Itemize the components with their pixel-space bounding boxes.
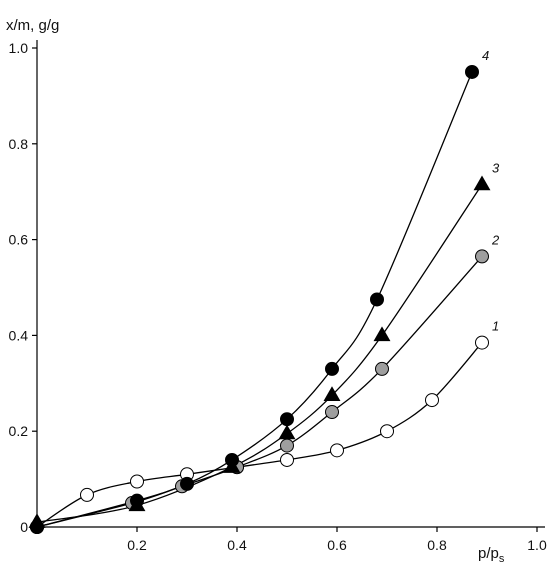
x-axis-label: p/ps bbox=[478, 545, 505, 565]
y-tick-label: 0.8 bbox=[9, 136, 29, 152]
series-labels: 1 2 3 4 bbox=[482, 48, 500, 334]
series-2-point bbox=[475, 249, 489, 264]
series-1-label: 1 bbox=[492, 319, 499, 334]
series-4-point bbox=[30, 520, 44, 534]
series-4-point bbox=[370, 292, 384, 307]
y-tick-label: 1.0 bbox=[9, 40, 29, 56]
x-axis-label-subscript: s bbox=[499, 553, 505, 565]
series-4-point bbox=[325, 361, 339, 376]
y-tick-label: 0.6 bbox=[9, 232, 29, 248]
x-tick-label: 0.2 bbox=[127, 537, 147, 553]
series-1-point bbox=[80, 487, 94, 502]
series-1-point bbox=[380, 424, 394, 439]
y-tick-label: 0 bbox=[20, 519, 28, 535]
y-tick-label: 0.4 bbox=[9, 327, 29, 343]
series-1-point bbox=[330, 443, 344, 458]
series-3-point bbox=[373, 326, 391, 342]
fit-curves bbox=[36, 71, 483, 528]
series-4-point bbox=[280, 412, 294, 427]
series-1-point bbox=[280, 452, 294, 467]
series-3-label: 3 bbox=[492, 161, 500, 176]
series-4-label: 4 bbox=[482, 48, 489, 63]
data-markers bbox=[28, 64, 491, 534]
series-4-point bbox=[130, 493, 144, 508]
series-3-curve bbox=[36, 184, 483, 523]
series-2-point bbox=[280, 438, 294, 453]
series-2-curve bbox=[36, 255, 483, 528]
x-axis-label-main: p/p bbox=[478, 545, 499, 562]
series-1-curve bbox=[36, 342, 483, 528]
series-4-point bbox=[225, 452, 239, 467]
x-tick-label: 0.6 bbox=[327, 537, 347, 553]
x-tick-label: 1.0 bbox=[527, 537, 547, 553]
ticks: 0 0.2 0.4 0.6 0.8 1.0 0.2 0.4 0.6 0.8 1.0 bbox=[9, 40, 547, 553]
series-2-point bbox=[325, 405, 339, 420]
series-4-point bbox=[465, 64, 479, 79]
axes bbox=[36, 40, 545, 528]
series-3-point bbox=[278, 424, 296, 440]
series-3-point bbox=[323, 386, 341, 401]
y-tick-label: 0.2 bbox=[9, 423, 29, 439]
series-1-point bbox=[475, 335, 489, 350]
series-4-point bbox=[180, 476, 194, 491]
y-axis-label: x/m, g/g bbox=[6, 17, 59, 34]
series-1-point bbox=[130, 474, 144, 489]
series-2-label: 2 bbox=[491, 232, 500, 247]
series-2-point bbox=[375, 361, 389, 376]
series-1-point bbox=[425, 393, 439, 408]
x-tick-label: 0.8 bbox=[427, 537, 447, 553]
series-3-point bbox=[473, 175, 491, 191]
x-tick-label: 0.4 bbox=[227, 537, 247, 553]
